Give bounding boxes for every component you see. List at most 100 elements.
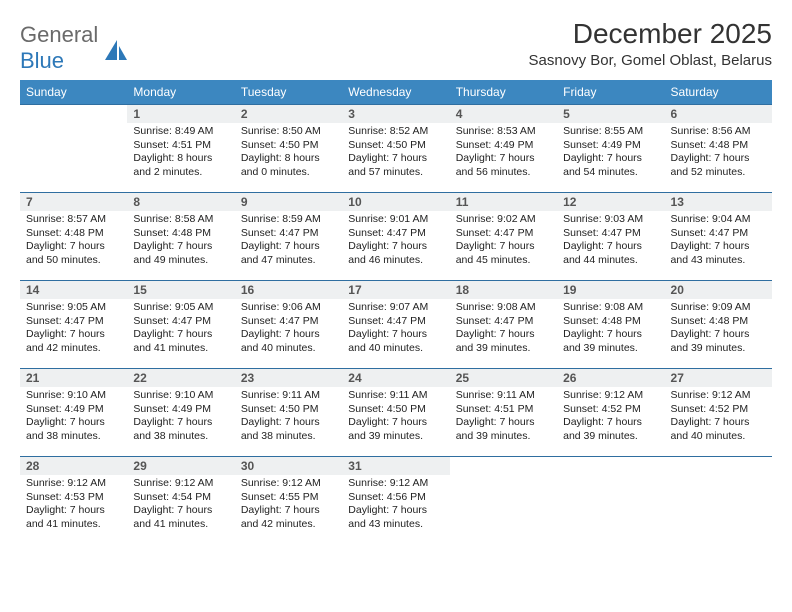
day-number: 28 <box>20 457 127 475</box>
day-dl1: Daylight: 7 hours <box>563 240 658 254</box>
calendar-cell: 10Sunrise: 9:01 AMSunset: 4:47 PMDayligh… <box>342 193 449 281</box>
calendar-cell: 19Sunrise: 9:08 AMSunset: 4:48 PMDayligh… <box>557 281 664 369</box>
day-number: 21 <box>20 369 127 387</box>
day-sunset: Sunset: 4:54 PM <box>133 491 228 505</box>
page-header: General Blue December 2025 Sasnovy Bor, … <box>20 18 772 74</box>
day-details: Sunrise: 9:11 AMSunset: 4:51 PMDaylight:… <box>450 387 557 448</box>
calendar-cell: 24Sunrise: 9:11 AMSunset: 4:50 PMDayligh… <box>342 369 449 457</box>
day-details: Sunrise: 9:08 AMSunset: 4:48 PMDaylight:… <box>557 299 664 360</box>
day-details: Sunrise: 9:04 AMSunset: 4:47 PMDaylight:… <box>665 211 772 272</box>
day-details: Sunrise: 9:05 AMSunset: 4:47 PMDaylight:… <box>127 299 234 360</box>
calendar-cell: 17Sunrise: 9:07 AMSunset: 4:47 PMDayligh… <box>342 281 449 369</box>
day-sunset: Sunset: 4:52 PM <box>563 403 658 417</box>
calendar-week-row: 21Sunrise: 9:10 AMSunset: 4:49 PMDayligh… <box>20 369 772 457</box>
day-details: Sunrise: 9:11 AMSunset: 4:50 PMDaylight:… <box>235 387 342 448</box>
day-details: Sunrise: 9:12 AMSunset: 4:53 PMDaylight:… <box>20 475 127 536</box>
day-number: 1 <box>127 105 234 123</box>
day-sunset: Sunset: 4:48 PM <box>26 227 121 241</box>
day-sunset: Sunset: 4:53 PM <box>26 491 121 505</box>
day-dl1: Daylight: 7 hours <box>348 328 443 342</box>
day-number: 4 <box>450 105 557 123</box>
day-dl2: and 47 minutes. <box>241 254 336 268</box>
weekday-header: Saturday <box>665 80 772 105</box>
day-details: Sunrise: 9:12 AMSunset: 4:55 PMDaylight:… <box>235 475 342 536</box>
day-dl1: Daylight: 7 hours <box>348 504 443 518</box>
calendar-cell: 1Sunrise: 8:49 AMSunset: 4:51 PMDaylight… <box>127 105 234 193</box>
calendar-cell: 15Sunrise: 9:05 AMSunset: 4:47 PMDayligh… <box>127 281 234 369</box>
day-sunset: Sunset: 4:48 PM <box>671 139 766 153</box>
day-dl1: Daylight: 7 hours <box>348 240 443 254</box>
calendar-cell <box>665 457 772 545</box>
day-details: Sunrise: 9:06 AMSunset: 4:47 PMDaylight:… <box>235 299 342 360</box>
day-sunset: Sunset: 4:49 PM <box>563 139 658 153</box>
day-number: 3 <box>342 105 449 123</box>
calendar-week-row: 7Sunrise: 8:57 AMSunset: 4:48 PMDaylight… <box>20 193 772 281</box>
day-dl2: and 44 minutes. <box>563 254 658 268</box>
calendar-cell: 6Sunrise: 8:56 AMSunset: 4:48 PMDaylight… <box>665 105 772 193</box>
day-details: Sunrise: 9:07 AMSunset: 4:47 PMDaylight:… <box>342 299 449 360</box>
calendar-cell: 14Sunrise: 9:05 AMSunset: 4:47 PMDayligh… <box>20 281 127 369</box>
day-number: 19 <box>557 281 664 299</box>
day-dl1: Daylight: 7 hours <box>133 328 228 342</box>
calendar-cell: 8Sunrise: 8:58 AMSunset: 4:48 PMDaylight… <box>127 193 234 281</box>
day-sunrise: Sunrise: 9:08 AM <box>563 301 658 315</box>
day-dl1: Daylight: 7 hours <box>456 416 551 430</box>
day-sunset: Sunset: 4:47 PM <box>348 227 443 241</box>
day-dl2: and 39 minutes. <box>563 430 658 444</box>
day-sunrise: Sunrise: 9:12 AM <box>241 477 336 491</box>
day-sunset: Sunset: 4:51 PM <box>133 139 228 153</box>
day-number: 8 <box>127 193 234 211</box>
day-sunrise: Sunrise: 9:10 AM <box>133 389 228 403</box>
day-number: 22 <box>127 369 234 387</box>
day-details: Sunrise: 9:12 AMSunset: 4:52 PMDaylight:… <box>665 387 772 448</box>
calendar-cell: 26Sunrise: 9:12 AMSunset: 4:52 PMDayligh… <box>557 369 664 457</box>
day-number: 14 <box>20 281 127 299</box>
day-details: Sunrise: 9:02 AMSunset: 4:47 PMDaylight:… <box>450 211 557 272</box>
day-dl2: and 43 minutes. <box>348 518 443 532</box>
day-details: Sunrise: 9:08 AMSunset: 4:47 PMDaylight:… <box>450 299 557 360</box>
calendar-cell: 23Sunrise: 9:11 AMSunset: 4:50 PMDayligh… <box>235 369 342 457</box>
day-number: 9 <box>235 193 342 211</box>
day-sunrise: Sunrise: 8:52 AM <box>348 125 443 139</box>
day-dl2: and 46 minutes. <box>348 254 443 268</box>
calendar-cell: 20Sunrise: 9:09 AMSunset: 4:48 PMDayligh… <box>665 281 772 369</box>
calendar-week-row: 28Sunrise: 9:12 AMSunset: 4:53 PMDayligh… <box>20 457 772 545</box>
calendar-cell: 18Sunrise: 9:08 AMSunset: 4:47 PMDayligh… <box>450 281 557 369</box>
day-details: Sunrise: 9:10 AMSunset: 4:49 PMDaylight:… <box>20 387 127 448</box>
day-dl1: Daylight: 7 hours <box>563 328 658 342</box>
day-dl1: Daylight: 8 hours <box>241 152 336 166</box>
day-dl2: and 41 minutes. <box>133 342 228 356</box>
day-sunrise: Sunrise: 8:57 AM <box>26 213 121 227</box>
day-dl1: Daylight: 7 hours <box>241 416 336 430</box>
day-dl2: and 54 minutes. <box>563 166 658 180</box>
day-sunrise: Sunrise: 9:05 AM <box>133 301 228 315</box>
day-details: Sunrise: 9:12 AMSunset: 4:54 PMDaylight:… <box>127 475 234 536</box>
day-sunrise: Sunrise: 8:53 AM <box>456 125 551 139</box>
day-sunset: Sunset: 4:49 PM <box>133 403 228 417</box>
day-number: 20 <box>665 281 772 299</box>
calendar-cell: 16Sunrise: 9:06 AMSunset: 4:47 PMDayligh… <box>235 281 342 369</box>
day-sunset: Sunset: 4:49 PM <box>26 403 121 417</box>
day-dl2: and 43 minutes. <box>671 254 766 268</box>
day-dl2: and 2 minutes. <box>133 166 228 180</box>
day-dl2: and 57 minutes. <box>348 166 443 180</box>
weekday-header: Wednesday <box>342 80 449 105</box>
day-dl1: Daylight: 7 hours <box>26 240 121 254</box>
day-details: Sunrise: 9:11 AMSunset: 4:50 PMDaylight:… <box>342 387 449 448</box>
day-details: Sunrise: 9:01 AMSunset: 4:47 PMDaylight:… <box>342 211 449 272</box>
day-sunset: Sunset: 4:51 PM <box>456 403 551 417</box>
day-dl1: Daylight: 7 hours <box>456 152 551 166</box>
day-sunrise: Sunrise: 9:12 AM <box>26 477 121 491</box>
title-block: December 2025 Sasnovy Bor, Gomel Oblast,… <box>529 18 772 69</box>
day-sunrise: Sunrise: 9:02 AM <box>456 213 551 227</box>
day-dl2: and 0 minutes. <box>241 166 336 180</box>
calendar-cell: 2Sunrise: 8:50 AMSunset: 4:50 PMDaylight… <box>235 105 342 193</box>
location-label: Sasnovy Bor, Gomel Oblast, Belarus <box>529 52 772 69</box>
day-details: Sunrise: 9:05 AMSunset: 4:47 PMDaylight:… <box>20 299 127 360</box>
day-dl2: and 41 minutes. <box>133 518 228 532</box>
day-sunrise: Sunrise: 8:58 AM <box>133 213 228 227</box>
weekday-header: Sunday <box>20 80 127 105</box>
day-number: 25 <box>450 369 557 387</box>
day-sunset: Sunset: 4:47 PM <box>671 227 766 241</box>
day-dl1: Daylight: 7 hours <box>563 416 658 430</box>
